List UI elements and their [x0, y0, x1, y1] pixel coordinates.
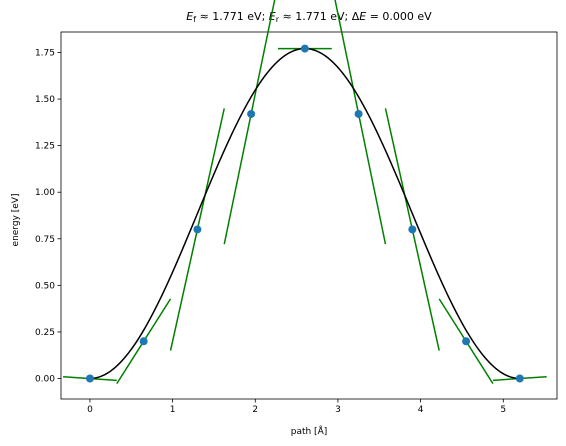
image-point: [139, 337, 148, 346]
y-axis: 0.00 0.25 0.50 0.75 1.00 1.25 1.50 1.75: [35, 48, 61, 385]
y-tick-label: 1.25: [35, 142, 55, 152]
x-tick-label: 3: [335, 405, 341, 415]
image-point: [462, 337, 471, 346]
image-point: [515, 374, 524, 383]
image-point: [85, 374, 94, 383]
image-point: [354, 109, 363, 118]
x-axis-label: path [Å]: [291, 425, 328, 437]
x-tick-label: 1: [170, 405, 176, 415]
tangent-segment: [223, 0, 276, 245]
energy-curve: [89, 47, 520, 380]
y-tick-label: 0.50: [35, 281, 55, 291]
tangent-segment: [334, 0, 387, 245]
x-tick-label: 2: [252, 405, 258, 415]
image-point: [193, 225, 202, 234]
x-axis: 0 1 2 3 4 5: [87, 399, 506, 415]
chart-title: Ef ≈ 1.771 eV; Er ≈ 1.771 eV; ΔE = 0.000…: [186, 10, 432, 24]
x-tick-label: 4: [418, 405, 424, 415]
y-tick-label: 0.75: [35, 235, 55, 245]
image-point: [300, 44, 309, 53]
image-point: [247, 109, 256, 118]
plot-area: [60, 0, 558, 400]
x-tick-label: 0: [87, 405, 93, 415]
image-point: [408, 225, 417, 234]
y-tick-label: 0.00: [35, 375, 55, 385]
y-tick-label: 1.75: [35, 48, 55, 58]
y-tick-label: 1.00: [35, 188, 55, 198]
y-axis-label: energy [eV]: [11, 194, 21, 247]
plot-frame: [60, 31, 558, 400]
y-tick-label: 1.50: [35, 95, 55, 105]
x-tick-label: 5: [500, 405, 506, 415]
y-tick-label: 0.25: [35, 328, 55, 338]
